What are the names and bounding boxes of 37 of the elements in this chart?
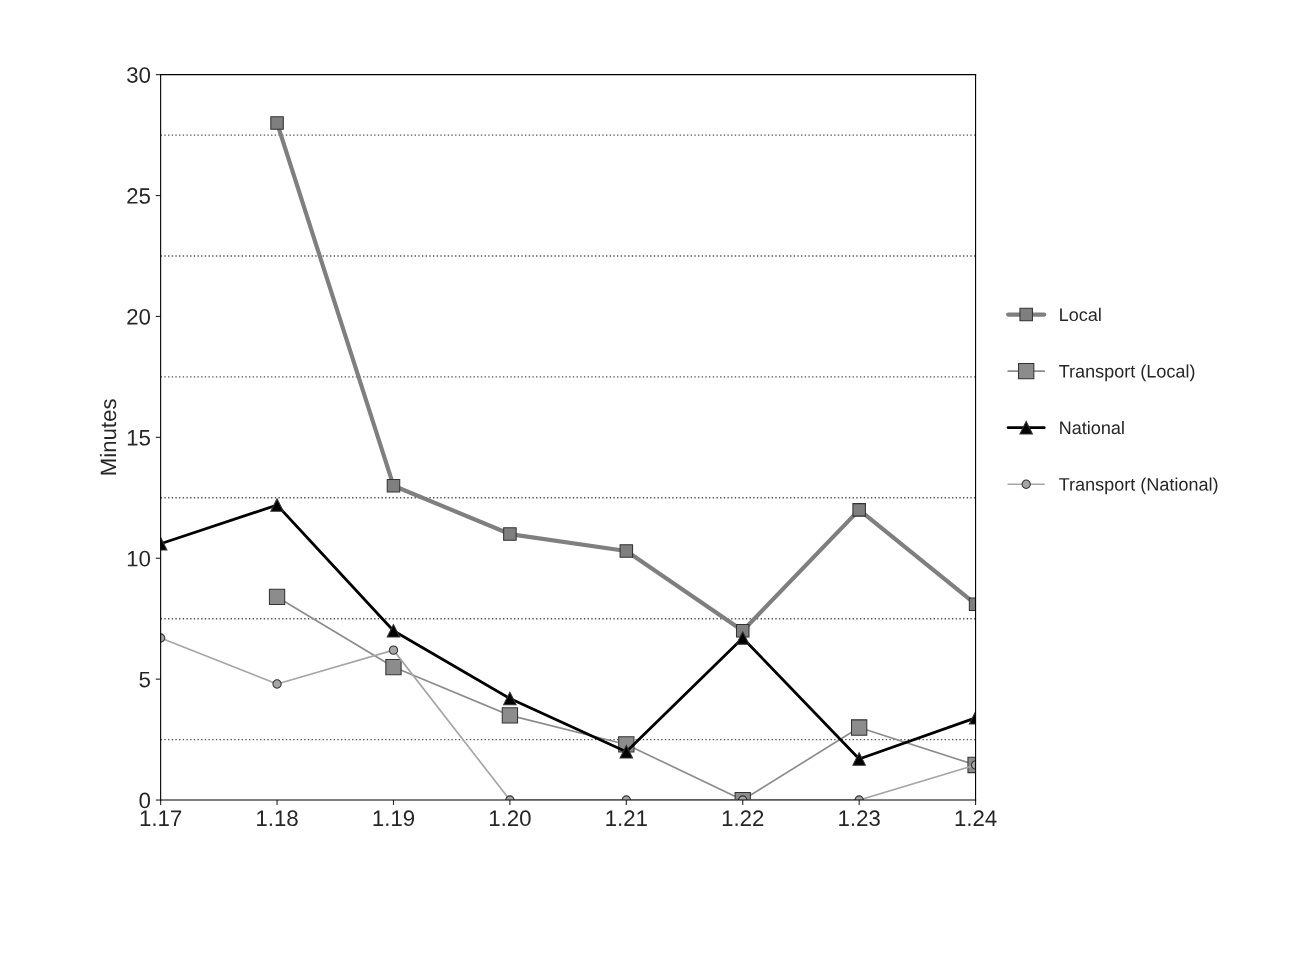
- point: [503, 691, 517, 706]
- point: [385, 658, 402, 676]
- point: [503, 527, 517, 541]
- x-tick-label: 1.22: [722, 810, 764, 826]
- x-tick-label: 1.21: [606, 810, 647, 826]
- point: [270, 498, 284, 512]
- y-tick-label: 15: [127, 430, 150, 446]
- legend-label: Transport (Local): [1059, 364, 1195, 382]
- y-tick-label: 25: [127, 188, 150, 204]
- point: [852, 752, 866, 766]
- x-tick-label: 1.17: [140, 810, 182, 826]
- y-tick-label: 30: [127, 67, 151, 83]
- y-tick-label: 10: [127, 550, 151, 567]
- point: [501, 707, 519, 724]
- point: [272, 679, 282, 689]
- point: [270, 116, 284, 130]
- point: [386, 478, 401, 493]
- point: [268, 588, 286, 606]
- y-axis-title: Minutes: [99, 399, 117, 475]
- point: [386, 624, 401, 638]
- point: [735, 631, 750, 645]
- point: [388, 645, 399, 655]
- x-tick-label: 1.24: [955, 810, 997, 826]
- legend-label: National: [1060, 420, 1124, 435]
- y-tick-label: 5: [139, 671, 150, 688]
- x-tick-label: 1.18: [257, 810, 298, 827]
- point: [619, 744, 634, 759]
- point: [851, 719, 868, 736]
- x-tick-label: 1.23: [839, 810, 880, 827]
- point: [619, 544, 634, 558]
- y-tick-label: 0: [139, 792, 151, 809]
- x-tick-label: 1.20: [489, 810, 531, 827]
- point: [852, 503, 866, 517]
- x-tick-label: 1.19: [373, 810, 415, 827]
- legend-label: Transport (National): [1059, 477, 1218, 495]
- legend-label: Local: [1060, 307, 1101, 322]
- y-tick-label: 20: [127, 308, 151, 325]
